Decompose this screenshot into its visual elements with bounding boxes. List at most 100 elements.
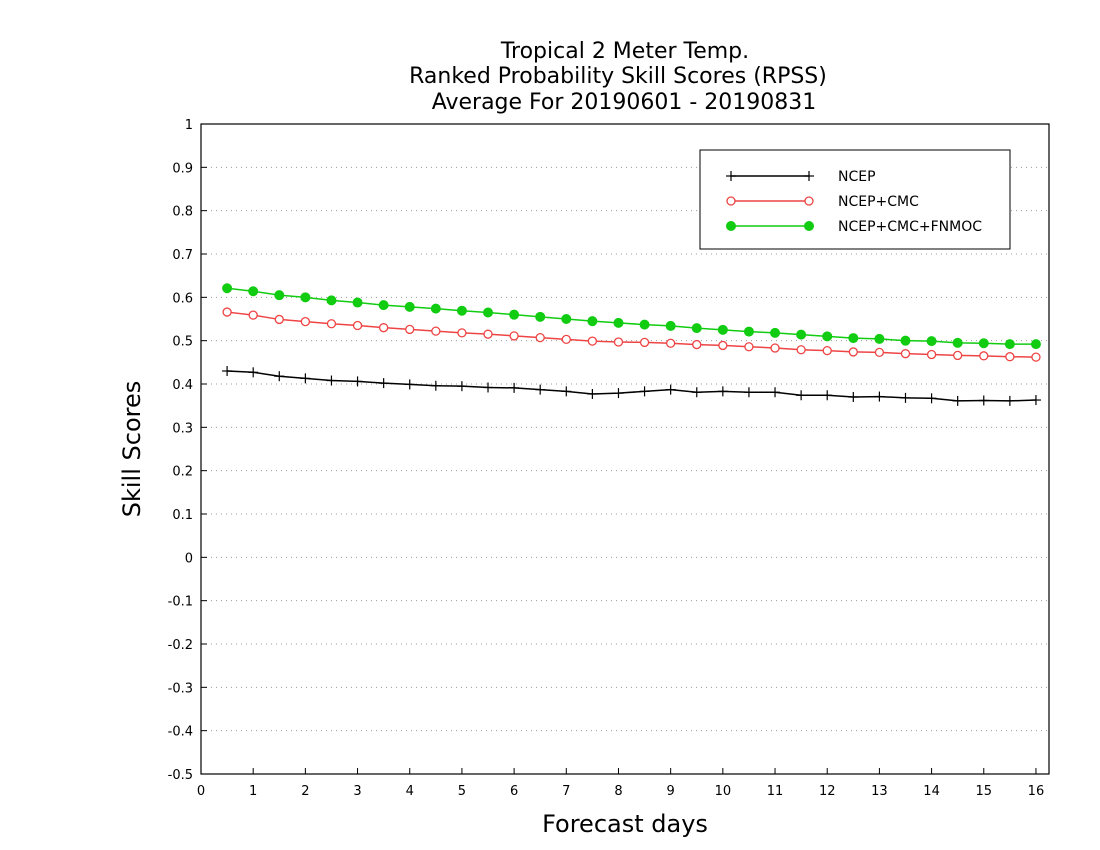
series-ncep-cmc-point [535, 332, 545, 343]
series-ncep-cmc-point [378, 323, 389, 333]
series-ncep-cmc-fnmoc [222, 283, 1041, 350]
series-ncep-point [352, 376, 363, 387]
series-ncep-cmc-point [639, 337, 650, 348]
x-tick-label: 11 [767, 784, 784, 799]
x-tick-label: 5 [458, 784, 466, 799]
y-tick-label: 0.8 [172, 205, 193, 220]
series-ncep-point [535, 384, 546, 395]
series-ncep-cmc-point [274, 314, 284, 325]
series-ncep-cmc-point [222, 307, 232, 317]
series-ncep-point [926, 393, 937, 404]
x-tick-label: 4 [406, 784, 414, 799]
series-ncep-cmc-point [744, 342, 754, 352]
series-ncep-cmc-point [613, 337, 624, 347]
x-tick-label: 3 [353, 784, 361, 799]
series-ncep-cmc-fnmoc-point [509, 309, 520, 320]
series-ncep-point [848, 392, 859, 402]
legend-swatch-point [726, 221, 736, 231]
series-ncep-cmc-fnmoc-point [1004, 339, 1015, 350]
x-tick-label: 6 [510, 784, 518, 799]
legend-swatch-point [804, 196, 814, 206]
series-ncep-cmc-fnmoc-point [874, 333, 885, 344]
series-ncep-cmc-point [561, 334, 571, 345]
legend-swatch-point [726, 196, 736, 206]
x-axis: 0 1 2 3 4 5 6 7 8 9 10 11 12 13 14 15 16 [197, 768, 1044, 799]
y-tick-label: 0.4 [172, 378, 193, 393]
chart-title-line-1: Tropical 2 Meter Temp. [500, 39, 749, 64]
x-tick-label: 14 [923, 784, 940, 799]
series-ncep-cmc-fnmoc-point [300, 292, 311, 303]
series-ncep-point [665, 384, 676, 395]
series-ncep-line [227, 370, 1036, 402]
series-ncep-cmc-fnmoc-point [691, 323, 702, 334]
legend-swatch-point [804, 221, 814, 231]
x-tick-label: 7 [562, 784, 570, 799]
y-tick-label: 0.2 [172, 465, 193, 480]
series-ncep-point [509, 382, 520, 393]
chart-title-line-3: Average For 20190601 - 20190831 [432, 90, 817, 115]
y-axis-label: Skill Scores [118, 381, 146, 518]
series-ncep-cmc-point [666, 338, 676, 348]
series-ncep-point [743, 387, 754, 398]
legend-item: NCEP+CMC [726, 194, 919, 210]
series-lines [222, 283, 1041, 406]
series-ncep-cmc-fnmoc-point [483, 307, 494, 318]
series-ncep-cmc-point [248, 310, 258, 320]
series-ncep-cmc-fnmoc-point [639, 319, 650, 330]
y-tick-label: 0.6 [172, 291, 193, 306]
series-ncep-point [1004, 395, 1015, 406]
y-tick-label: -0.2 [168, 638, 193, 653]
series-ncep-cmc-point [352, 320, 363, 331]
series-ncep-cmc-point [900, 349, 911, 359]
series-ncep-point [639, 386, 650, 397]
x-tick-label: 0 [197, 784, 205, 799]
series-ncep-cmc-fnmoc-point [561, 314, 572, 324]
chart-title: Tropical 2 Meter Temp. Ranked Probabilit… [409, 39, 827, 115]
plot-area-frame [200, 123, 1050, 775]
series-ncep-point [456, 381, 467, 392]
series-ncep-cmc-point [926, 349, 937, 360]
series-ncep-point [300, 373, 311, 384]
series-ncep-cmc-fnmoc-point [222, 283, 233, 294]
series-ncep-cmc-point [431, 326, 441, 336]
series-ncep-point [900, 392, 911, 403]
series-ncep-point [770, 387, 781, 398]
series-ncep-point [404, 379, 415, 390]
series-ncep-cmc-fnmoc-point [456, 305, 467, 316]
chart-title-line-2: Ranked Probability Skill Scores (RPSS) [409, 64, 827, 89]
series-ncep-cmc-fnmoc-point [665, 320, 676, 331]
series-ncep-cmc-point [509, 331, 519, 341]
series-ncep-point [613, 388, 624, 399]
series-ncep-cmc-point [770, 343, 780, 353]
y-tick-label: -0.3 [168, 681, 193, 696]
y-tick-label: 0.5 [172, 335, 193, 350]
series-ncep-cmc-fnmoc-point [248, 286, 259, 297]
series-ncep-cmc [222, 307, 1041, 362]
series-ncep-cmc-line [227, 311, 1036, 358]
series-ncep-cmc-fnmoc-point [326, 295, 337, 306]
series-ncep-cmc-point [457, 328, 467, 338]
series-ncep-cmc-fnmoc-line [227, 287, 1036, 345]
series-ncep-cmc-point [979, 351, 989, 361]
legend-label: NCEP+CMC [838, 194, 919, 210]
series-ncep-cmc-fnmoc-point [900, 335, 911, 346]
series-ncep-cmc-point [692, 339, 702, 350]
y-axis: 1 0.9 0.8 0.7 0.6 0.5 0.4 0.3 0.2 0.1 0 -0.1 -0.2 -0.… [168, 118, 207, 783]
legend-item: NCEP [726, 169, 876, 185]
legend: NCEP NCEP+CMC NCEP+CMC+FNMOC [699, 149, 1011, 250]
y-tick-label: 0.7 [172, 248, 193, 263]
series-ncep-cmc-point [848, 347, 858, 357]
series-ncep-cmc-point [300, 316, 311, 327]
series-ncep-point [822, 390, 833, 401]
series-ncep-point [274, 371, 285, 382]
series-ncep-point [952, 395, 963, 406]
series-ncep-point [1030, 395, 1041, 406]
y-tick-label: -0.4 [168, 725, 193, 740]
x-tick-label: 16 [1028, 784, 1045, 799]
x-tick-label: 1 [249, 784, 257, 799]
series-ncep-cmc-fnmoc-point [587, 316, 598, 327]
legend-label: NCEP [838, 169, 876, 185]
series-ncep-point [587, 388, 598, 399]
series-ncep-cmc-fnmoc-point [430, 303, 441, 314]
